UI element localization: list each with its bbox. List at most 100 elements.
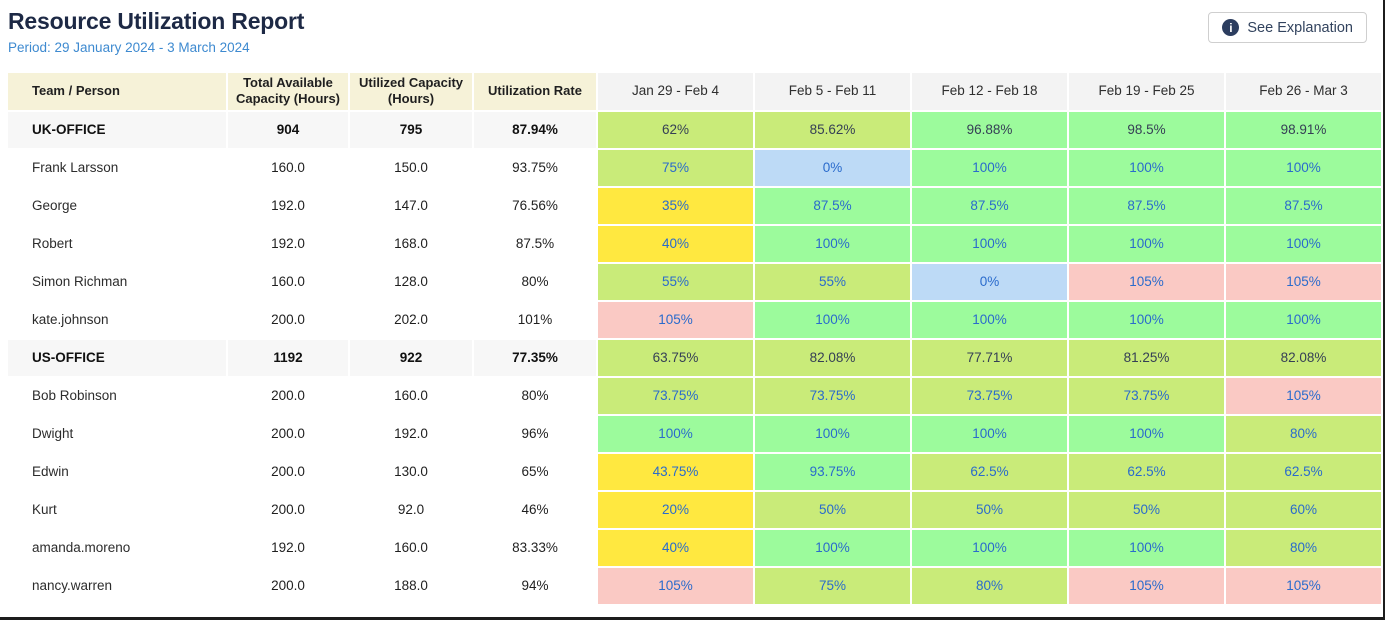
person-row: amanda.moreno 192.0 160.0 83.33% 40% 100% 100%… [8,529,1381,566]
available-capacity-cell: 200.0 [228,301,348,338]
week-utilization-cell[interactable]: 105% [1226,263,1381,300]
week-utilization-cell[interactable]: 100% [1069,301,1224,338]
week-utilization-cell[interactable]: 40% [598,529,753,566]
week-utilization-cell[interactable]: 50% [755,491,910,528]
week-utilization-cell[interactable]: 105% [598,301,753,338]
available-capacity-cell: 1192 [228,339,348,376]
week-utilization-cell[interactable]: 105% [1069,263,1224,300]
week-utilization-cell: 98.91% [1226,111,1381,148]
team-person-cell: George [8,187,226,224]
utilization-rate-cell: 76.56% [474,187,596,224]
week-utilization-cell[interactable]: 80% [912,567,1067,604]
week-utilization-cell[interactable]: 62.5% [912,453,1067,490]
week-utilization-cell[interactable]: 50% [912,491,1067,528]
week-utilization-cell[interactable]: 73.75% [1069,377,1224,414]
week-utilization-cell[interactable]: 100% [755,301,910,338]
utilization-rate-cell: 94% [474,567,596,604]
utilized-capacity-cell: 160.0 [350,529,472,566]
week-utilization-cell[interactable]: 100% [755,415,910,452]
week-utilization-cell: 81.25% [1069,339,1224,376]
column-header-week: Feb 5 - Feb 11 [755,73,910,110]
utilized-capacity-cell: 922 [350,339,472,376]
available-capacity-cell: 200.0 [228,491,348,528]
column-header-team-person: Team / Person [8,73,226,110]
week-utilization-cell: 96.88% [912,111,1067,148]
week-utilization-cell: 62% [598,111,753,148]
week-utilization-cell[interactable]: 55% [755,263,910,300]
available-capacity-cell: 904 [228,111,348,148]
week-utilization-cell[interactable]: 0% [912,263,1067,300]
team-person-cell: UK-OFFICE [8,111,226,148]
utilized-capacity-cell: 795 [350,111,472,148]
utilized-capacity-cell: 168.0 [350,225,472,262]
team-person-cell: Simon Richman [8,263,226,300]
week-utilization-cell[interactable]: 100% [912,415,1067,452]
column-header-week: Feb 19 - Feb 25 [1069,73,1224,110]
team-person-cell: Edwin [8,453,226,490]
see-explanation-button[interactable]: i See Explanation [1208,12,1367,43]
week-utilization-cell[interactable]: 100% [1226,149,1381,186]
week-utilization-cell[interactable]: 100% [755,529,910,566]
available-capacity-cell: 200.0 [228,567,348,604]
column-header-week: Feb 26 - Mar 3 [1226,73,1381,110]
available-capacity-cell: 160.0 [228,263,348,300]
week-utilization-cell[interactable]: 100% [912,149,1067,186]
person-row: kate.johnson 200.0 202.0 101% 105% 100% 100% 10… [8,301,1381,338]
week-utilization-cell[interactable]: 35% [598,187,753,224]
week-utilization-cell[interactable]: 100% [1069,415,1224,452]
week-utilization-cell[interactable]: 50% [1069,491,1224,528]
week-utilization-cell[interactable]: 43.75% [598,453,753,490]
week-utilization-cell[interactable]: 87.5% [1069,187,1224,224]
column-header-week: Feb 12 - Feb 18 [912,73,1067,110]
table-header-row: Team / Person Total Available Capacity (H… [8,73,1381,110]
week-utilization-cell[interactable]: 93.75% [755,453,910,490]
week-utilization-cell[interactable]: 100% [598,415,753,452]
week-utilization-cell[interactable]: 87.5% [755,187,910,224]
available-capacity-cell: 200.0 [228,415,348,452]
week-utilization-cell[interactable]: 105% [1226,377,1381,414]
week-utilization-cell[interactable]: 73.75% [912,377,1067,414]
week-utilization-cell[interactable]: 105% [1226,567,1381,604]
week-utilization-cell[interactable]: 60% [1226,491,1381,528]
week-utilization-cell[interactable]: 80% [1226,415,1381,452]
column-header-fixed: Total Available Capacity (Hours) [228,73,348,110]
week-utilization-cell[interactable]: 100% [912,225,1067,262]
week-utilization-cell[interactable]: 100% [1069,149,1224,186]
person-row: Simon Richman 160.0 128.0 80% 55% 55% 0% 105% 10… [8,263,1381,300]
available-capacity-cell: 192.0 [228,225,348,262]
week-utilization-cell[interactable]: 100% [1069,529,1224,566]
week-utilization-cell[interactable]: 100% [912,529,1067,566]
utilization-table: Team / Person Total Available Capacity (H… [6,71,1383,606]
week-utilization-cell[interactable]: 105% [1069,567,1224,604]
week-utilization-cell[interactable]: 100% [1226,225,1381,262]
week-utilization-cell[interactable]: 55% [598,263,753,300]
week-utilization-cell[interactable]: 20% [598,491,753,528]
week-utilization-cell[interactable]: 100% [1069,225,1224,262]
utilized-capacity-cell: 92.0 [350,491,472,528]
week-utilization-cell[interactable]: 40% [598,225,753,262]
week-utilization-cell[interactable]: 75% [755,567,910,604]
person-row: Robert 192.0 168.0 87.5% 40% 100% 100% 100% 100% [8,225,1381,262]
week-utilization-cell[interactable]: 100% [1226,301,1381,338]
week-utilization-cell[interactable]: 62.5% [1226,453,1381,490]
week-utilization-cell[interactable]: 100% [912,301,1067,338]
person-row: Frank Larsson 160.0 150.0 93.75% 75% 0% 100% 10… [8,149,1381,186]
week-utilization-cell[interactable]: 0% [755,149,910,186]
week-utilization-cell[interactable]: 87.5% [912,187,1067,224]
see-explanation-label: See Explanation [1247,19,1353,36]
week-utilization-cell[interactable]: 87.5% [1226,187,1381,224]
week-utilization-cell[interactable]: 73.75% [755,377,910,414]
week-utilization-cell[interactable]: 75% [598,149,753,186]
week-utilization-cell[interactable]: 73.75% [598,377,753,414]
week-utilization-cell[interactable]: 80% [1226,529,1381,566]
week-utilization-cell: 98.5% [1069,111,1224,148]
team-person-cell: amanda.moreno [8,529,226,566]
week-utilization-cell[interactable]: 105% [598,567,753,604]
week-utilization-cell: 63.75% [598,339,753,376]
title-block: Resource Utilization Report Period: 29 J… [8,8,304,55]
week-utilization-cell[interactable]: 100% [755,225,910,262]
utilization-rate-cell: 46% [474,491,596,528]
week-utilization-cell[interactable]: 62.5% [1069,453,1224,490]
person-row: George 192.0 147.0 76.56% 35% 87.5% 87.5% 87.5%… [8,187,1381,224]
utilized-capacity-cell: 202.0 [350,301,472,338]
